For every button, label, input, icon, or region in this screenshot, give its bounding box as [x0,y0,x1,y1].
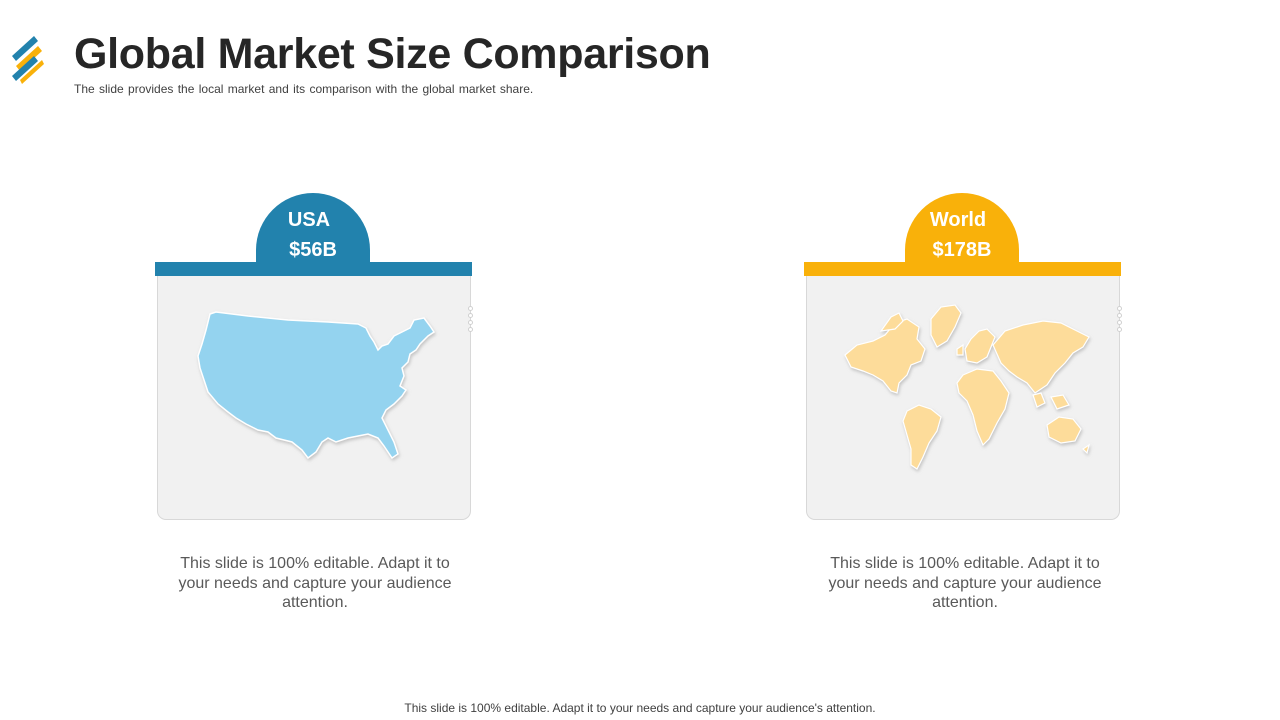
world-label: World [929,209,987,231]
usa-map-panel [157,276,474,520]
panel-handle-icon [468,306,474,334]
logo-stripes-icon [12,36,44,84]
usa-map-icon [197,311,436,460]
usa-accent-bar [155,262,472,276]
page-subtitle: The slide provides the local market and … [74,82,534,96]
usa-description: This slide is 100% editable. Adapt it to… [178,555,452,611]
world-map-panel [806,276,1123,520]
usa-market-card: USA $56B [155,193,475,523]
page-title: Global Market Size Comparison [74,30,711,78]
world-map-icon [844,304,1090,470]
world-market-badge: World $178B [905,193,1019,273]
world-market-value: $178B [932,239,992,261]
usa-market-badge: USA $56B [256,193,370,273]
world-description: This slide is 100% editable. Adapt it to… [828,555,1102,611]
world-accent-bar [804,262,1121,276]
world-market-card: World $178B [804,193,1124,523]
footer-note: This slide is 100% editable. Adapt it to… [404,701,876,715]
panel-handle-icon [1117,306,1123,334]
usa-market-value: $56B [289,239,337,261]
usa-label: USA [287,209,331,231]
